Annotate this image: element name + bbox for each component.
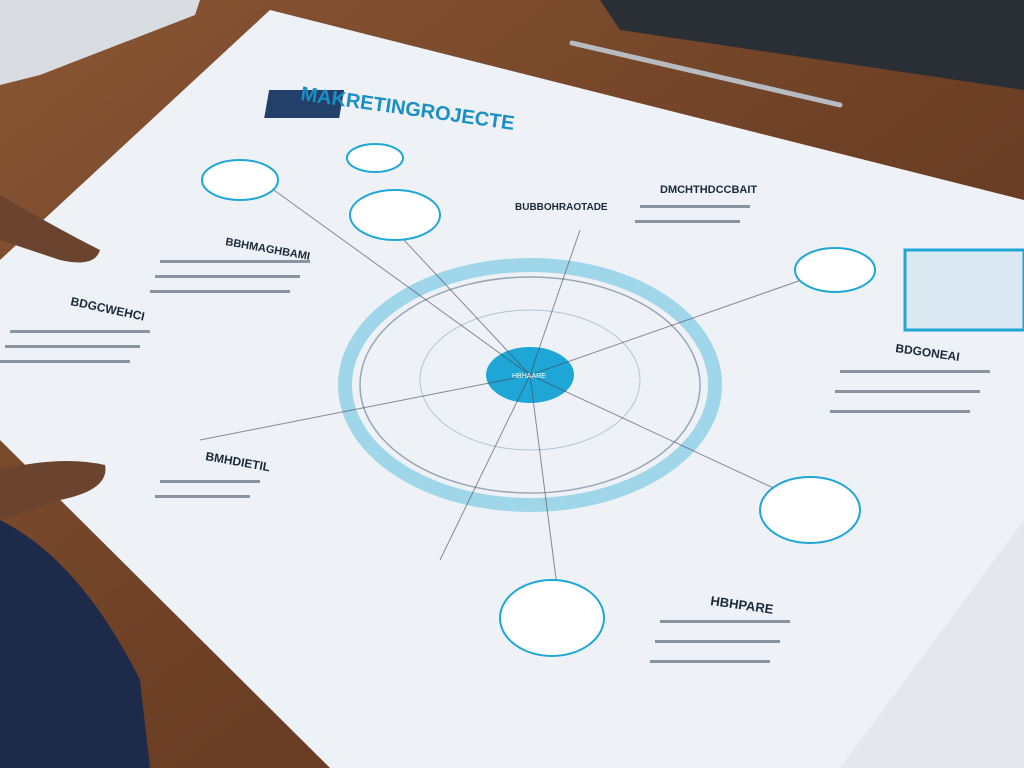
laptop [0,0,200,85]
keyboard [600,0,1024,90]
hand-left-lower [0,461,106,520]
map-thumbnail [903,248,1024,332]
paper-sheet-right [840,520,1024,768]
hand-left [0,195,100,263]
heading: BUBBOHRAOTADE [515,202,608,213]
connector-lines [199,179,831,611]
center-label: HBHAARE [512,373,546,380]
node-circles [201,143,876,657]
tablet-icon [264,90,345,118]
pen [569,40,843,108]
heading: DMCHTHDCCBAIT [660,184,757,196]
sleeve [0,520,150,768]
text-lines [0,205,990,663]
